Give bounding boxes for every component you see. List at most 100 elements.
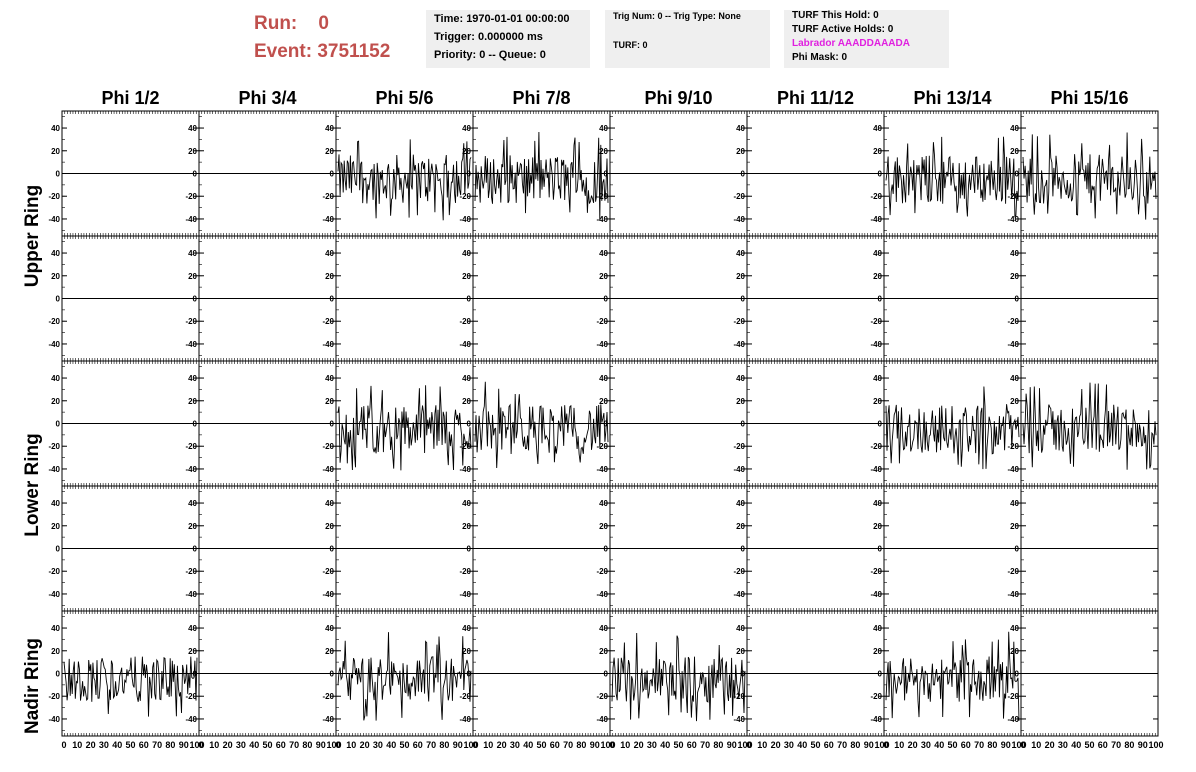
y-tick-label: 0: [604, 170, 609, 179]
column-header-phi-3-4: Phi 3/4: [238, 88, 297, 108]
y-tick-label: 0: [467, 295, 472, 304]
waveform-panel: 40 20 0 -20 -40: [185, 360, 337, 487]
x-tick-label: 70: [700, 740, 710, 750]
y-tick-label: -20: [48, 692, 60, 701]
y-tick-label: 40: [462, 624, 471, 633]
y-tick-label: 0: [330, 170, 335, 179]
y-tick-label: 20: [1010, 147, 1019, 156]
y-tick-label: 40: [325, 124, 334, 133]
y-tick-label: -20: [733, 567, 745, 576]
y-tick-label: 40: [873, 124, 882, 133]
y-tick-label: 0: [467, 545, 472, 554]
y-tick-label: 0: [330, 670, 335, 679]
x-tick-label: 50: [262, 740, 272, 750]
y-tick-label: 0: [878, 420, 883, 429]
x-tick-label: 30: [236, 740, 246, 750]
y-tick-label: -20: [322, 442, 334, 451]
x-tick-label: 60: [550, 740, 560, 750]
x-tick-label: 100: [189, 740, 204, 750]
y-tick-label: -40: [322, 215, 334, 224]
waveform-panel: 40 20 0 -20 -40: [185, 110, 337, 237]
x-tick-label: 40: [249, 740, 259, 750]
y-tick-label: 20: [51, 522, 60, 531]
run-event-label: Run: 0 Event: 3751152: [254, 10, 390, 66]
y-tick-label: -40: [322, 340, 334, 349]
y-tick-label: 20: [462, 522, 471, 531]
x-tick-label: 60: [276, 740, 286, 750]
y-tick-label: -40: [596, 590, 608, 599]
x-tick-label: 80: [439, 740, 449, 750]
y-tick-label: 40: [599, 374, 608, 383]
y-tick-label: 20: [462, 397, 471, 406]
y-tick-label: -40: [459, 215, 471, 224]
y-tick-label: 40: [188, 624, 197, 633]
y-tick-label: 20: [1010, 397, 1019, 406]
y-tick-label: 0: [193, 545, 198, 554]
y-tick-label: -20: [733, 442, 745, 451]
y-tick-label: -20: [596, 567, 608, 576]
y-tick-label: -40: [459, 715, 471, 724]
y-tick-label: -40: [322, 715, 334, 724]
waveform-trace: [337, 632, 472, 721]
trigger-text: Trigger: 0.000000 ms: [434, 31, 543, 43]
y-tick-label: 0: [193, 420, 198, 429]
y-tick-label: -40: [596, 215, 608, 224]
x-tick-label: 80: [576, 740, 586, 750]
y-tick-label: 20: [599, 147, 608, 156]
waveform-trace: [1022, 132, 1157, 220]
y-tick-label: -40: [48, 340, 60, 349]
y-tick-label: 40: [873, 249, 882, 258]
waveform-panel: 40 20 0 -20 -40: [870, 235, 1022, 362]
waveform-panel: 40 20 0 -20 -40: [322, 110, 474, 237]
x-tick-label: 70: [563, 740, 573, 750]
waveform-panel: 40 20 0 -20 -40: [48, 235, 200, 362]
y-tick-label: -40: [185, 590, 197, 599]
y-tick-label: 40: [736, 249, 745, 258]
x-tick-label: 40: [112, 740, 122, 750]
y-tick-label: 20: [325, 397, 334, 406]
y-tick-label: 40: [1010, 124, 1019, 133]
waveform-panel: 40 20 0 -20 -40: [322, 485, 474, 612]
waveform-panel: 40 20 0 -20 -40: [596, 360, 748, 487]
y-tick-label: 40: [325, 249, 334, 258]
y-tick-label: 20: [51, 647, 60, 656]
y-tick-label: -40: [1007, 465, 1019, 474]
y-tick-label: 20: [736, 647, 745, 656]
waveform-panel: 40 20 0 -20 -40: [322, 360, 474, 487]
x-tick-label: 80: [713, 740, 723, 750]
y-tick-label: -40: [733, 590, 745, 599]
y-tick-label: 20: [873, 147, 882, 156]
y-tick-label: 0: [604, 295, 609, 304]
y-tick-label: 20: [873, 522, 882, 531]
y-tick-label: 0: [467, 670, 472, 679]
waveform-panel: 40 20 0 -20 -40: [733, 235, 885, 362]
x-tick-label: 10: [72, 740, 82, 750]
y-tick-label: -20: [322, 317, 334, 326]
y-tick-label: -20: [596, 692, 608, 701]
column-header-phi-15-16: Phi 15/16: [1050, 88, 1129, 108]
waveform-panel: 40 20 0 -20 -40: [459, 235, 611, 362]
x-tick-label: 80: [165, 740, 175, 750]
y-tick-label: -20: [459, 692, 471, 701]
x-tick-label: 0: [609, 740, 614, 750]
y-tick-label: 20: [188, 647, 197, 656]
y-tick-label: -20: [870, 192, 882, 201]
waveform-panel: 40 20 0 -20 -40: [870, 110, 1022, 237]
y-tick-label: 20: [599, 272, 608, 281]
y-tick-label: 20: [462, 272, 471, 281]
y-tick-label: -20: [596, 317, 608, 326]
y-tick-label: 20: [736, 147, 745, 156]
x-tick-label: 50: [673, 740, 683, 750]
x-tick-label: 10: [209, 740, 219, 750]
x-tick-label: 60: [413, 740, 423, 750]
y-tick-label: -20: [459, 442, 471, 451]
y-tick-label: -40: [1007, 340, 1019, 349]
y-tick-label: 40: [1010, 249, 1019, 258]
y-tick-label: 40: [736, 499, 745, 508]
y-tick-label: 40: [599, 499, 608, 508]
trig-info-box: Trig Num: 0 -- Trig Type: None TURF: 0: [605, 10, 770, 68]
